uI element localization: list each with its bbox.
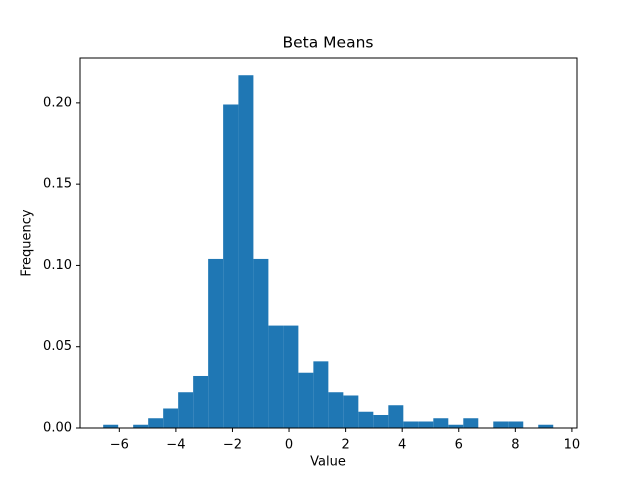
bar (133, 424, 149, 428)
y-tick-label: 0.05 (43, 339, 72, 354)
bar (493, 421, 509, 428)
bar (148, 418, 164, 428)
bar (268, 325, 284, 428)
bar (403, 421, 419, 428)
x-tick-label: 4 (398, 438, 406, 453)
bar (538, 424, 554, 428)
bar (313, 361, 329, 428)
x-tick-label: 10 (564, 438, 581, 453)
bar (328, 392, 344, 428)
x-tick-label: 8 (511, 438, 519, 453)
y-tick-label: 0.20 (43, 95, 72, 110)
x-tick-label: 6 (455, 438, 463, 453)
bar (223, 104, 239, 429)
bar (283, 325, 299, 428)
bar (208, 258, 224, 428)
x-tick-label: −2 (223, 438, 242, 453)
bar (253, 258, 269, 428)
bar (298, 372, 314, 428)
y-tick-label: 0.15 (43, 177, 72, 192)
bar (163, 408, 179, 428)
bar (418, 421, 434, 428)
bar (238, 75, 254, 428)
bar (448, 424, 464, 428)
bar (193, 375, 209, 428)
x-tick-label: −6 (110, 438, 129, 453)
chart-title: Beta Means (283, 34, 374, 52)
x-tick-label: 0 (285, 438, 293, 453)
bar (178, 392, 194, 428)
bar (433, 418, 449, 428)
bar (388, 405, 404, 428)
y-tick-label: 0.00 (43, 421, 72, 436)
y-tick-label: 0.10 (43, 258, 72, 273)
y-axis-label: Frequency (20, 209, 35, 276)
x-tick-label: 2 (341, 438, 349, 453)
bar (358, 411, 374, 428)
bar (343, 395, 359, 428)
x-axis-label: Value (310, 455, 346, 470)
bar (508, 421, 524, 428)
plot-frame (79, 57, 578, 429)
x-tick-label: −4 (166, 438, 185, 453)
bar (463, 418, 479, 428)
bar (373, 414, 389, 428)
bar (103, 424, 119, 428)
